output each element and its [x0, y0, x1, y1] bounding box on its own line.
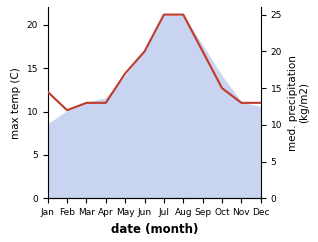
Y-axis label: med. precipitation
(kg/m2): med. precipitation (kg/m2) [287, 55, 309, 151]
Y-axis label: max temp (C): max temp (C) [11, 67, 21, 139]
X-axis label: date (month): date (month) [111, 223, 198, 236]
